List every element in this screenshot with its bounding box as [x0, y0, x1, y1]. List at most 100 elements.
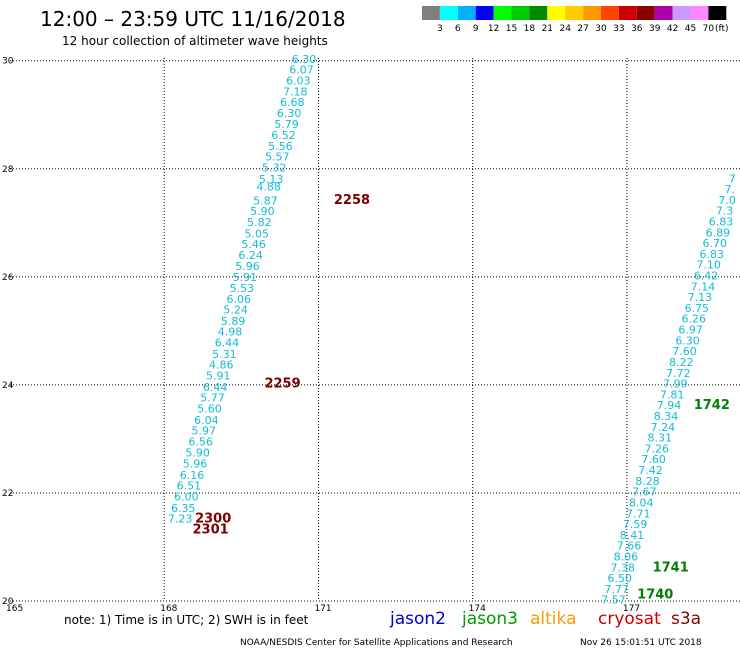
wave-height-label: 6.26 — [681, 313, 706, 326]
pass-time-label: 1741 — [653, 560, 689, 575]
wave-height-label: 8.06 — [614, 550, 639, 563]
wave-height-label: 7 — [729, 172, 736, 185]
lon-tick-label: 174 — [469, 604, 486, 614]
wave-height-label: 7.59 — [623, 518, 648, 531]
wave-height-label: 6.97 — [678, 324, 703, 337]
lat-tick-label: 28 — [2, 165, 14, 175]
pass-time-label: 2300 — [195, 512, 231, 527]
wave-height-label: 6.04 — [194, 414, 219, 427]
pass-time-label: 1742 — [694, 398, 730, 413]
satellite-name-s3a: s3a — [671, 609, 701, 629]
legend-label: 36 — [631, 24, 643, 34]
legend-label: 3 — [437, 24, 443, 34]
legend-swatch — [708, 6, 727, 20]
wave-height-label: 6.89 — [706, 226, 731, 239]
wave-height-label: 6.07 — [289, 64, 314, 77]
wave-height-label: 7.66 — [617, 540, 642, 553]
wave-height-label: 5.87 — [253, 194, 278, 207]
wave-height-label: 7.10 — [696, 259, 721, 272]
wave-height-label: 5.79 — [274, 118, 299, 131]
lat-tick-label: 26 — [2, 273, 14, 283]
wave-height-label: 8.04 — [629, 496, 654, 509]
legend-swatch — [565, 6, 584, 20]
lat-tick-label: 20 — [2, 597, 14, 607]
wave-height-label: 8.41 — [620, 529, 645, 542]
legend-swatch — [672, 6, 691, 20]
wave-height-label: 5.32 — [262, 161, 287, 174]
wave-height-label: 5.91 — [233, 271, 258, 284]
wave-height-label: 5.56 — [268, 140, 293, 153]
lat-tick-label: 22 — [2, 489, 13, 499]
satellite-name-jason2: jason2 — [389, 609, 446, 629]
wave-height-label: 8.34 — [654, 410, 679, 423]
legend-swatch — [457, 6, 476, 20]
wave-height-label: 7.0 — [718, 194, 736, 207]
wave-height-label: 7.24 — [651, 421, 676, 434]
legend-label: 12 — [488, 24, 499, 34]
wave-height-label: 6.50 — [607, 572, 632, 585]
legend-label: 33 — [613, 24, 624, 34]
pass-time-label: 2258 — [334, 193, 370, 208]
wave-height-label: 7.38 — [611, 561, 636, 574]
wave-height-label: 6.30 — [277, 107, 302, 120]
wave-height-label: 5.96 — [183, 458, 208, 471]
wave-height-label: 7.67 — [632, 486, 657, 499]
wave-height-label: 5.24 — [223, 304, 248, 317]
legend-unit: (ft) — [715, 24, 729, 34]
wave-height-label: 7.77 — [604, 583, 629, 596]
wave-height-label: 5.91 — [206, 369, 231, 382]
legend-label: 21 — [542, 24, 553, 34]
wave-height-label: 5.90 — [185, 447, 210, 460]
wave-height-label: 5.05 — [245, 227, 270, 240]
wave-height-label: 6.30 — [675, 334, 700, 347]
wave-height-label: 4.88 — [256, 180, 281, 193]
wave-height-label: 7.71 — [626, 507, 651, 520]
wave-height-label: 5.90 — [250, 205, 275, 218]
wave-height-label: 5.57 — [265, 151, 290, 164]
wave-height-label: 7.26 — [644, 442, 669, 455]
legend-swatch — [475, 6, 494, 20]
legend-label: 27 — [577, 24, 588, 34]
legend-label: 30 — [595, 24, 607, 34]
wave-height-label: 8.28 — [635, 475, 660, 488]
legend-swatch — [547, 6, 566, 20]
wave-height-label: 7.57 — [601, 594, 626, 607]
legend-label: 9 — [473, 24, 479, 34]
map-grid: 165 168 171 174 177 30 28 26 24 22 20 — [2, 57, 740, 614]
wave-height-label: 6.83 — [699, 248, 724, 261]
legend-swatch — [493, 6, 512, 20]
legend-swatch — [654, 6, 673, 20]
lon-tick-label: 177 — [623, 604, 640, 614]
map-subtitle: 12 hour collection of altimeter wave hei… — [62, 34, 328, 48]
wave-height-label: 7.99 — [663, 378, 688, 391]
altimeter-tracks: 6.306.076.037.186.686.305.796.525.565.57… — [168, 53, 736, 607]
satellite-legend: jason2 jason3 altika cryosat s3a — [389, 609, 701, 629]
legend-label: 18 — [524, 24, 536, 34]
wave-height-label: 7.94 — [657, 399, 682, 412]
wave-height-label: 6.52 — [271, 129, 296, 142]
pass-time-label: 2259 — [264, 377, 300, 392]
wave-height-label: 6.44 — [215, 337, 240, 350]
legend-swatch — [422, 6, 440, 20]
wave-height-label: 5.46 — [241, 238, 266, 251]
wave-height-label: 7.72 — [666, 367, 691, 380]
footer-timestamp: Nov 26 15:01:51 UTC 2018 — [580, 638, 702, 648]
legend-label: 70 — [703, 24, 715, 34]
wave-height-label: 6.56 — [188, 435, 213, 448]
wave-height-label: 5.96 — [235, 260, 260, 273]
wave-height-label: 5.60 — [197, 402, 222, 415]
legend-label: 45 — [685, 24, 696, 34]
wave-height-label: 6.70 — [703, 237, 728, 250]
wave-height-label: 7.13 — [688, 291, 713, 304]
wave-height-label: 7. — [724, 183, 735, 196]
wave-height-label: 6.35 — [171, 502, 196, 515]
wave-height-label: 6.42 — [694, 270, 719, 283]
wave-height-label: 7.60 — [641, 453, 666, 466]
wave-height-label: 6.24 — [238, 249, 263, 262]
lon-tick-label: 171 — [314, 604, 331, 614]
legend-swatch — [618, 6, 637, 20]
wave-height-label: 5.89 — [221, 315, 246, 328]
wave-height-label: 6.16 — [180, 469, 205, 482]
wave-height-label: 5.82 — [247, 216, 272, 229]
